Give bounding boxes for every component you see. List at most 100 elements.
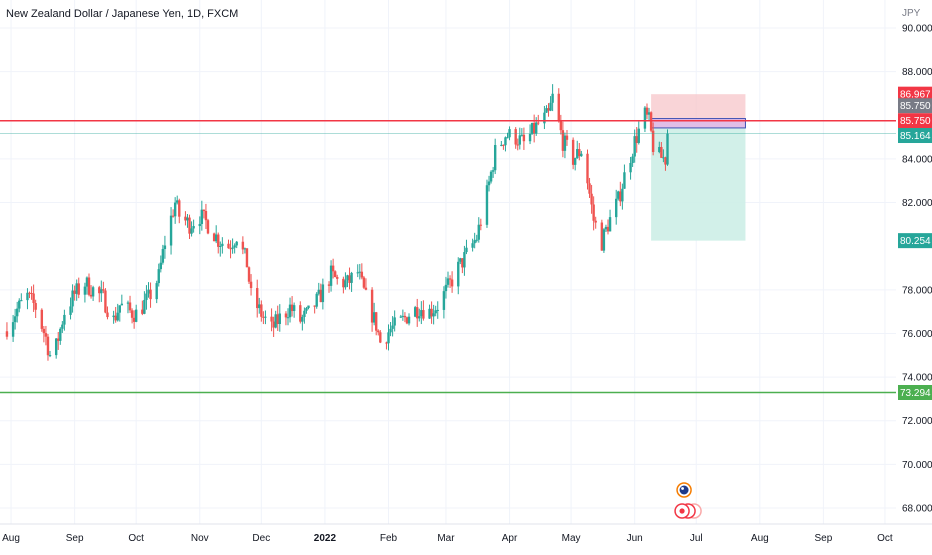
candle-down xyxy=(87,273,91,297)
candle-body xyxy=(360,271,364,278)
candle-body xyxy=(229,248,232,250)
candle-body xyxy=(662,157,665,159)
candle-body xyxy=(463,252,466,268)
candle-up xyxy=(465,239,468,255)
candle-up xyxy=(157,263,160,287)
candle-down xyxy=(559,114,563,135)
candle-body xyxy=(299,305,302,322)
candle-up xyxy=(545,105,548,113)
candle-body xyxy=(286,317,290,319)
candle-up xyxy=(500,140,503,147)
stop-loss-zone[interactable] xyxy=(651,94,746,121)
candle-body xyxy=(475,239,478,241)
y-tick-label: 88.000 xyxy=(902,67,932,78)
candle-body xyxy=(333,271,337,277)
candle-up xyxy=(477,217,480,243)
current-price-label-text: 85.164 xyxy=(900,131,931,142)
candle-up xyxy=(602,228,606,253)
target-price-label-text: 80.254 xyxy=(900,236,931,247)
x-tick-label: Nov xyxy=(191,533,209,544)
candle-down xyxy=(114,306,117,323)
candle-body xyxy=(184,216,187,221)
candle-up xyxy=(372,302,376,326)
candle-body xyxy=(651,130,655,153)
candle-down xyxy=(132,310,136,329)
news-event-icon[interactable] xyxy=(676,482,692,498)
candle-body xyxy=(342,278,345,288)
candle-body xyxy=(586,153,589,184)
level-lines xyxy=(0,119,896,394)
candle-body xyxy=(573,158,577,165)
candle-down xyxy=(502,144,505,150)
candle-up xyxy=(471,238,474,252)
candle-body xyxy=(473,240,476,244)
candle-body xyxy=(221,243,224,246)
candle-body xyxy=(418,316,421,319)
candle-body xyxy=(477,224,480,240)
candle-body xyxy=(434,310,437,314)
candle-body xyxy=(71,290,74,307)
candle-down xyxy=(333,270,337,278)
resistance-price-label-text: 85.750 xyxy=(900,116,931,127)
candle-up xyxy=(329,260,333,292)
candle-down xyxy=(104,288,107,314)
take-profit-zone[interactable] xyxy=(651,120,746,241)
candle-body xyxy=(372,312,376,323)
time-axis[interactable]: Aug Sep Oct Nov Dec 2022 Feb Mar Apr May Jun Jul Aug… xyxy=(0,523,932,544)
candle-up xyxy=(315,292,318,309)
candle-body xyxy=(471,243,474,248)
economic-event-icons[interactable] xyxy=(674,503,702,519)
candle-down xyxy=(660,142,663,159)
x-tick-label: Mar xyxy=(437,533,455,544)
price-axis[interactable]: 90.000 88.000 84.000 82.000 78.000 76.000 74.0… xyxy=(902,24,932,515)
entry-price-label-text: 85.750 xyxy=(900,101,931,112)
events[interactable] xyxy=(674,482,702,519)
y-tick-label: 76.000 xyxy=(902,329,932,340)
candle-down xyxy=(590,184,593,214)
stop-price-label: 86.967 xyxy=(898,86,932,102)
candle-body xyxy=(666,133,669,165)
candle-body xyxy=(243,248,247,250)
candle-up xyxy=(221,237,224,254)
candle-down xyxy=(606,219,610,235)
candle-body xyxy=(580,153,583,157)
y-tick-label: 82.000 xyxy=(902,198,932,209)
candle-body xyxy=(219,245,222,247)
candle-body xyxy=(391,325,394,329)
candle-down xyxy=(362,275,366,289)
entry-box[interactable] xyxy=(650,118,746,129)
candle-up xyxy=(173,197,177,224)
candle-body xyxy=(520,134,524,136)
candle-up xyxy=(116,303,119,322)
candle-up xyxy=(633,129,636,163)
candle-body xyxy=(118,305,121,313)
candle-down xyxy=(184,211,187,226)
candle-down xyxy=(600,219,604,251)
candle-up xyxy=(356,264,359,278)
candle-down xyxy=(375,311,378,336)
candle-up xyxy=(126,300,130,314)
candle-body xyxy=(13,316,17,323)
candle-up xyxy=(617,190,620,201)
candle-body xyxy=(202,209,206,211)
candle-down xyxy=(272,316,275,337)
candle-up xyxy=(658,141,661,154)
candle-body xyxy=(161,249,165,263)
candle-up xyxy=(463,245,466,276)
candle-up xyxy=(407,313,411,326)
candle-up xyxy=(292,302,296,318)
candle-body xyxy=(547,108,550,111)
candle-down xyxy=(319,283,323,303)
candle-body xyxy=(130,310,134,318)
candle-down xyxy=(212,232,216,242)
candle-down xyxy=(46,334,50,361)
candle-up xyxy=(487,175,491,192)
candle-up xyxy=(615,189,618,225)
candle-body xyxy=(444,284,448,292)
candle-down xyxy=(547,103,550,117)
candle-down xyxy=(450,271,454,293)
candle-body xyxy=(106,312,109,318)
